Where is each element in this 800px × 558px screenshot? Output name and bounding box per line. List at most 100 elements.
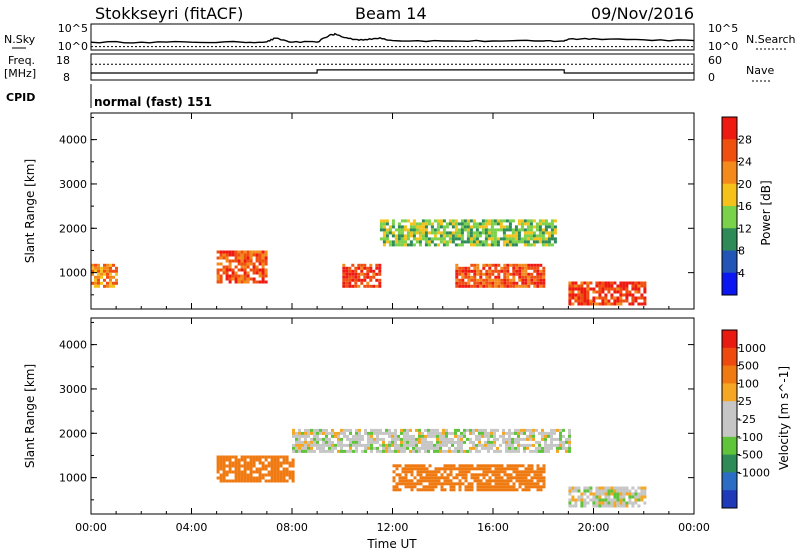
data-cell — [325, 428, 328, 432]
data-cell — [464, 281, 468, 285]
data-cell — [91, 272, 94, 276]
data-cell — [523, 431, 526, 435]
data-cell — [616, 486, 620, 490]
data-cell — [255, 479, 259, 483]
data-cell — [461, 470, 465, 474]
data-cell — [288, 476, 292, 480]
data-cell — [637, 284, 641, 288]
data-cell — [94, 266, 97, 270]
data-cell — [475, 222, 479, 226]
data-cell — [568, 501, 572, 505]
data-cell — [446, 467, 450, 471]
data-cell — [225, 274, 229, 278]
data-cell — [451, 240, 455, 244]
data-cell — [94, 263, 97, 267]
data-cell — [228, 467, 232, 471]
data-cell — [304, 431, 307, 435]
data-cell — [216, 274, 220, 278]
data-cell — [500, 464, 504, 468]
data-cell — [342, 266, 346, 270]
data-cell — [246, 455, 250, 459]
data-cell — [479, 485, 483, 489]
data-cell — [415, 225, 419, 229]
data-cell — [412, 434, 415, 438]
data-cell — [301, 443, 304, 447]
data-cell — [285, 467, 289, 471]
colorbar-tick-label: 1000 — [738, 342, 766, 355]
data-cell — [506, 482, 510, 486]
data-cell — [530, 278, 534, 282]
data-cell — [460, 449, 463, 453]
data-cell — [237, 253, 241, 257]
data-cell — [488, 269, 492, 273]
data-cell — [508, 243, 512, 247]
data-cell — [379, 428, 382, 432]
data-cell — [568, 437, 571, 441]
data-cell — [524, 485, 528, 489]
data-cell — [497, 479, 501, 483]
data-cell — [112, 284, 115, 288]
cpid-label: CPID — [6, 91, 35, 104]
data-cell — [503, 284, 507, 288]
data-cell — [625, 486, 629, 490]
data-cell — [559, 431, 562, 435]
data-cell — [487, 434, 490, 438]
data-cell — [475, 428, 478, 432]
data-cell — [469, 228, 473, 232]
data-cell — [255, 271, 259, 275]
data-cell — [412, 243, 416, 247]
data-cell — [395, 482, 399, 486]
data-cell — [463, 449, 466, 453]
data-cell — [418, 222, 422, 226]
data-cell — [604, 492, 608, 496]
data-cell — [249, 268, 253, 272]
data-cell — [512, 272, 516, 276]
data-cell — [517, 228, 521, 232]
data-cell — [460, 231, 464, 235]
data-cell — [523, 446, 526, 450]
data-cell — [493, 428, 496, 432]
data-cell — [401, 479, 405, 483]
data-cell — [482, 476, 486, 480]
data-cell — [526, 446, 529, 450]
data-cell — [276, 455, 280, 459]
data-cell — [418, 446, 421, 450]
data-cell — [595, 492, 599, 496]
data-cell — [640, 486, 644, 490]
data-cell — [264, 259, 268, 263]
colorbar-tick-label: 12 — [738, 222, 752, 235]
data-cell — [388, 228, 392, 232]
data-cell — [529, 234, 533, 238]
data-cell — [394, 443, 397, 447]
data-cell — [500, 479, 504, 483]
data-cell — [319, 446, 322, 450]
data-cell — [237, 256, 241, 260]
data-cell — [523, 234, 527, 238]
data-cell — [249, 461, 253, 465]
data-cell — [109, 266, 112, 270]
data-cell — [406, 231, 410, 235]
data-cell — [523, 428, 526, 432]
data-cell — [319, 431, 322, 435]
data-cell — [487, 443, 490, 447]
data-cell — [225, 271, 229, 275]
data-cell — [325, 449, 328, 453]
data-cell — [397, 434, 400, 438]
data-cell — [361, 434, 364, 438]
data-cell — [313, 437, 316, 441]
data-cell — [467, 467, 471, 471]
data-cell — [348, 266, 352, 270]
data-cell — [506, 275, 510, 279]
data-cell — [452, 485, 456, 489]
data-cell — [491, 281, 495, 285]
data-cell — [550, 437, 553, 441]
data-cell — [500, 476, 504, 480]
data-cell — [304, 428, 307, 432]
data-cell — [252, 277, 256, 281]
data-cell — [532, 234, 536, 238]
data-cell — [515, 269, 519, 273]
data-cell — [610, 296, 614, 300]
data-cell — [404, 467, 408, 471]
data-cell — [452, 476, 456, 480]
